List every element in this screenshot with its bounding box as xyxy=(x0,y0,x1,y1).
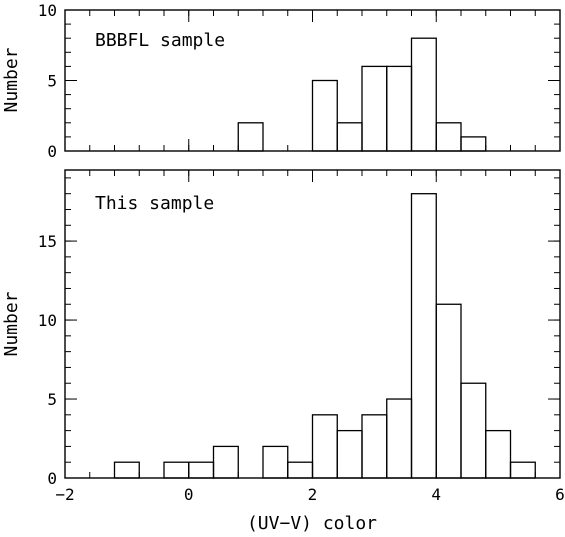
top-panel-y-axis-label: Number xyxy=(1,47,22,112)
histogram-bar xyxy=(237,122,264,152)
histogram-bar xyxy=(311,414,338,479)
histogram-bar xyxy=(410,193,437,479)
histogram-bar xyxy=(361,414,388,479)
histogram-bar xyxy=(336,122,363,152)
y-tick-label: 5 xyxy=(47,72,57,91)
y-tick-label: 0 xyxy=(47,142,57,161)
histogram-bar xyxy=(163,461,190,479)
bottom-panel-histogram xyxy=(113,193,536,479)
histogram-bar xyxy=(386,65,413,152)
histogram-bar xyxy=(435,122,462,152)
x-tick-label: 6 xyxy=(555,485,565,504)
x-tick-label: −2 xyxy=(55,485,74,504)
top-panel-annotation: BBBFL sample xyxy=(95,30,225,51)
histogram-bar xyxy=(113,461,140,479)
histogram-bar xyxy=(188,461,215,479)
y-tick-label: 10 xyxy=(38,1,57,20)
histogram-bar xyxy=(287,461,314,479)
histogram-bar xyxy=(509,461,536,479)
y-tick-label: 0 xyxy=(47,469,57,488)
histogram-bar xyxy=(212,445,239,479)
histogram-bar xyxy=(386,398,413,479)
x-tick-label: 0 xyxy=(184,485,194,504)
histogram-bar xyxy=(311,79,338,152)
x-tick-label: 4 xyxy=(431,485,441,504)
top-panel-histogram xyxy=(237,37,487,152)
y-tick-label: 5 xyxy=(47,390,57,409)
histogram-bar xyxy=(262,445,289,479)
bottom-panel-annotation: This sample xyxy=(95,193,214,214)
histogram-bar xyxy=(361,65,388,152)
bottom-panel-y-axis-label: Number xyxy=(1,291,22,356)
x-tick-label: 2 xyxy=(308,485,318,504)
histogram-bar xyxy=(336,429,363,479)
histogram-bar xyxy=(410,37,437,152)
y-tick-label: 10 xyxy=(38,311,57,330)
histogram-bar xyxy=(460,136,487,152)
histogram-bar xyxy=(435,303,462,479)
y-tick-label: 15 xyxy=(38,232,57,251)
x-axis-label: (UV−V) color xyxy=(247,513,377,534)
histogram-bar xyxy=(460,382,487,479)
histogram-bar xyxy=(485,429,512,479)
top-panel-tick-labels: 0 5 10 xyxy=(38,1,57,161)
top-panel: 0 5 10 BBBFL sample Number xyxy=(1,1,561,161)
